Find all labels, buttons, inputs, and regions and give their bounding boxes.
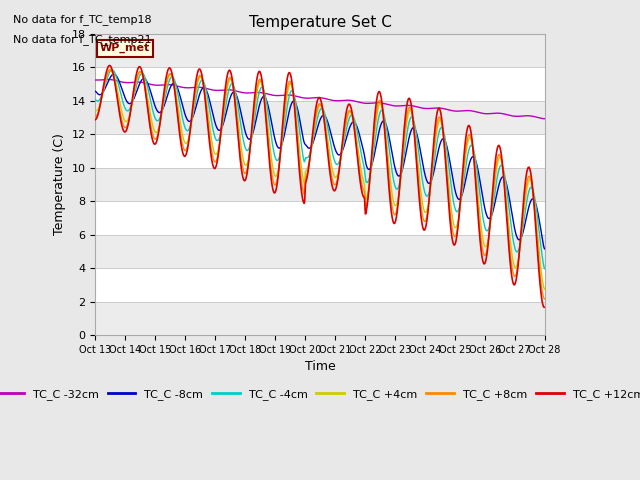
Text: No data for f_TC_temp21: No data for f_TC_temp21 bbox=[13, 34, 152, 45]
Title: Temperature Set C: Temperature Set C bbox=[248, 15, 392, 30]
Bar bbox=[95, 301, 545, 335]
X-axis label: Time: Time bbox=[305, 360, 335, 373]
Bar bbox=[95, 101, 545, 134]
Y-axis label: Temperature (C): Temperature (C) bbox=[53, 133, 66, 235]
Legend: TC_C -32cm, TC_C -8cm, TC_C -4cm, TC_C +4cm, TC_C +8cm, TC_C +12cm: TC_C -32cm, TC_C -8cm, TC_C -4cm, TC_C +… bbox=[0, 385, 640, 405]
Bar bbox=[95, 168, 545, 201]
Text: WP_met: WP_met bbox=[100, 43, 150, 53]
Bar bbox=[95, 34, 545, 67]
Bar bbox=[95, 235, 545, 268]
Text: No data for f_TC_temp18: No data for f_TC_temp18 bbox=[13, 14, 152, 25]
